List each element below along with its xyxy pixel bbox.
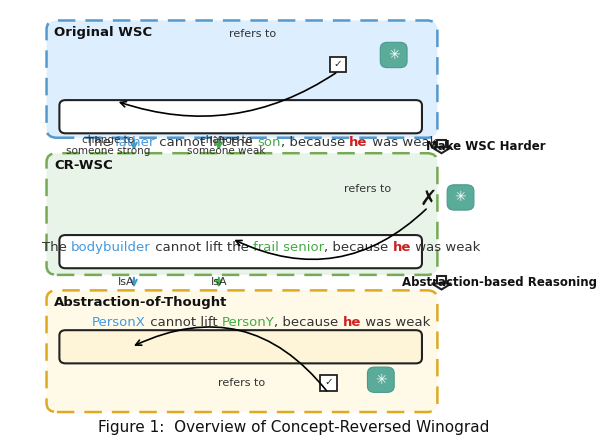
Text: Make WSC Harder: Make WSC Harder [426, 140, 546, 153]
Text: , because: , because [274, 316, 343, 329]
Text: IsA: IsA [118, 277, 135, 288]
Text: , because: , because [324, 241, 393, 254]
FancyBboxPatch shape [47, 21, 437, 138]
Text: ✳: ✳ [375, 373, 387, 387]
FancyBboxPatch shape [367, 367, 394, 392]
Text: PersonY: PersonY [222, 316, 274, 329]
FancyBboxPatch shape [59, 100, 422, 134]
Text: he: he [343, 316, 361, 329]
FancyBboxPatch shape [59, 330, 422, 363]
Text: change to
someone strong: change to someone strong [66, 135, 150, 156]
Text: ✓: ✓ [324, 377, 333, 388]
Text: he: he [393, 241, 411, 254]
Text: Abstraction-based Reasoning: Abstraction-based Reasoning [402, 276, 597, 289]
FancyBboxPatch shape [437, 140, 446, 147]
FancyBboxPatch shape [59, 235, 422, 268]
Polygon shape [432, 284, 451, 289]
Text: Figure 1:  Overview of Concept-Reversed Winograd: Figure 1: Overview of Concept-Reversed W… [98, 421, 489, 435]
Text: The: The [42, 241, 71, 254]
FancyBboxPatch shape [437, 276, 446, 284]
Text: father: father [115, 136, 155, 149]
Text: refers to: refers to [344, 185, 391, 194]
FancyBboxPatch shape [47, 290, 437, 412]
Text: cannot lift the: cannot lift the [151, 241, 253, 254]
Text: was weak: was weak [361, 316, 431, 329]
FancyBboxPatch shape [320, 375, 336, 391]
Text: change to
someone weak: change to someone weak [187, 135, 266, 156]
Text: he: he [349, 136, 367, 149]
Text: ✗: ✗ [419, 188, 437, 208]
Text: refers to: refers to [229, 29, 276, 39]
Text: Original WSC: Original WSC [54, 26, 152, 39]
Text: bodybuilder: bodybuilder [71, 241, 151, 254]
Text: was weak: was weak [367, 136, 437, 149]
Text: was weak: was weak [411, 241, 480, 254]
Text: ✳: ✳ [388, 48, 399, 62]
Polygon shape [432, 147, 451, 153]
Text: PersonX: PersonX [92, 316, 146, 329]
Text: cannot lift the: cannot lift the [155, 136, 257, 149]
Text: ✓: ✓ [334, 59, 342, 69]
Text: CR-WSC: CR-WSC [54, 159, 113, 172]
FancyBboxPatch shape [47, 153, 437, 275]
Text: IsA: IsA [211, 277, 227, 288]
Text: refers to: refers to [219, 378, 266, 388]
Text: frail senior: frail senior [253, 241, 324, 254]
FancyBboxPatch shape [330, 57, 346, 72]
Text: ✳: ✳ [455, 190, 466, 204]
FancyBboxPatch shape [447, 185, 474, 210]
Text: cannot lift: cannot lift [146, 316, 222, 329]
Text: son: son [257, 136, 281, 149]
FancyBboxPatch shape [381, 42, 407, 68]
Text: , because: , because [281, 136, 349, 149]
Text: The: The [86, 136, 115, 149]
Text: Abstraction-of-Thought: Abstraction-of-Thought [54, 296, 228, 309]
